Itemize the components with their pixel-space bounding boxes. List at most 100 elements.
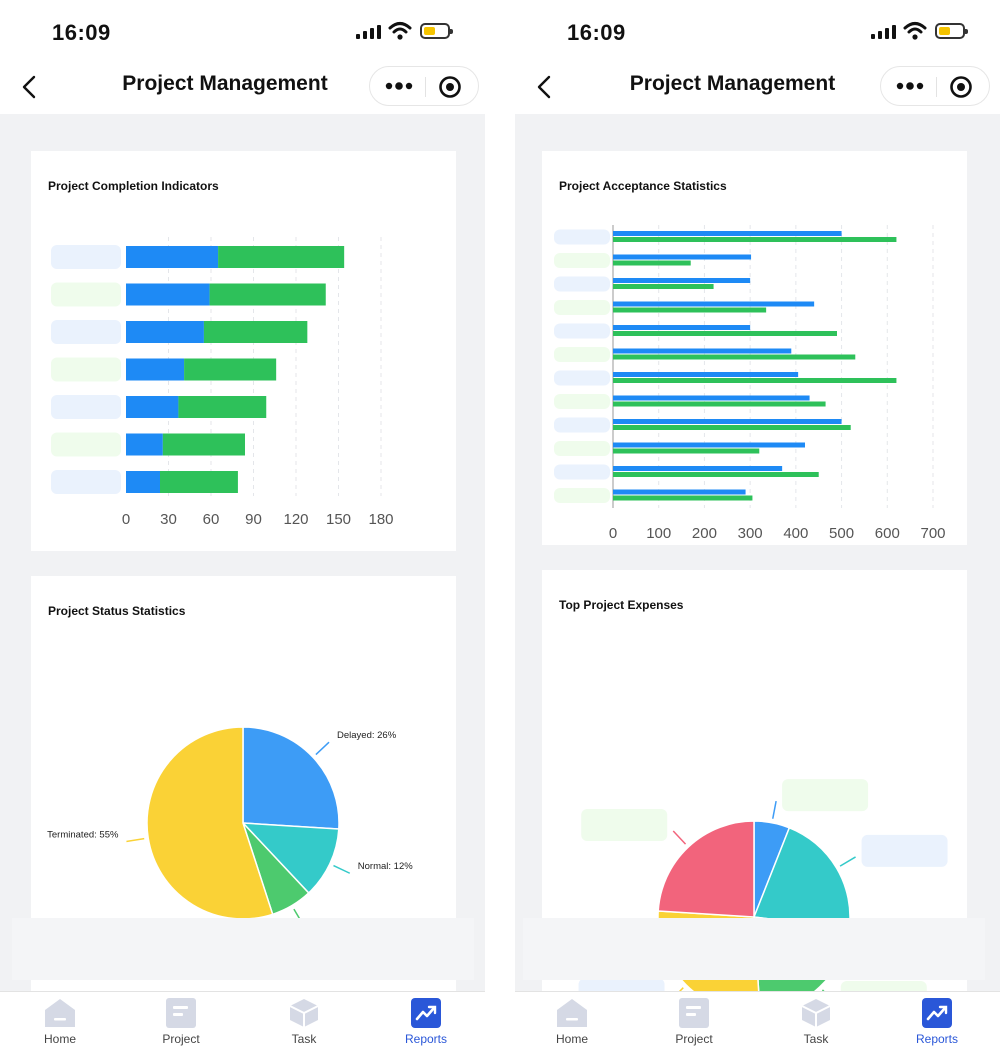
bar-segment [126, 471, 160, 493]
pie-label-placeholder [581, 808, 668, 841]
bar [613, 260, 691, 266]
back-icon[interactable] [533, 74, 557, 100]
completion-chart: 0 30 60 90 120 150 180 [51, 237, 394, 528]
completion-title: Project Completion Indicators [48, 179, 219, 193]
chart-trend-icon [922, 998, 952, 1028]
pie-leader-line [333, 864, 351, 874]
tab-project[interactable]: Project [141, 998, 221, 1050]
reports-content: Project Acceptance Statistics 0 100 200 300… [515, 114, 1000, 991]
bar-segment [209, 283, 326, 306]
pie-leader-line [315, 741, 330, 756]
tab-home[interactable]: Home [532, 998, 612, 1050]
reports-content: Project Completion Indicators 0 30 60 90 120… [0, 114, 485, 991]
x-tick-label: 100 [646, 525, 671, 542]
cube-icon [289, 999, 319, 1027]
pie-leader-line [672, 830, 687, 845]
bar [613, 372, 799, 377]
more-icon[interactable] [382, 73, 416, 99]
bar [613, 472, 819, 477]
x-tick-label: 0 [122, 511, 130, 528]
category-label-placeholder [51, 282, 121, 307]
bar-segment [203, 321, 308, 343]
category-label-placeholder [51, 432, 121, 457]
wifi-icon [903, 22, 927, 40]
acceptance-chart: 0 100 200 300 400 500 600 700 [554, 225, 946, 542]
close-target-icon[interactable] [438, 75, 462, 99]
status-time: 16:09 [52, 20, 111, 45]
close-target-icon[interactable] [949, 75, 973, 99]
nav-bar: Project Management [0, 62, 485, 112]
status-title: Project Status Statistics [48, 604, 186, 618]
completion-card: Project Completion Indicators 0 30 60 90 120… [31, 151, 456, 551]
x-tick-label: 180 [368, 511, 393, 528]
tab-task[interactable]: Task [264, 998, 344, 1050]
pie-slice-label: Delayed: 26% [337, 730, 397, 741]
tab-project[interactable]: Project [654, 998, 734, 1050]
category-label-placeholder [554, 441, 610, 456]
category-label-placeholder [554, 276, 610, 292]
more-icon[interactable] [893, 73, 927, 99]
capsule-divider [425, 77, 426, 97]
category-label-placeholder [554, 488, 610, 503]
pie-label-placeholder [782, 779, 869, 812]
bar-segment [160, 471, 238, 493]
pie-slice [657, 820, 755, 918]
x-tick-label: 500 [829, 525, 854, 542]
battery-icon [420, 23, 453, 39]
bar-segment [126, 358, 185, 381]
capsule-divider [936, 77, 937, 97]
bar [613, 231, 842, 236]
x-tick-label: 400 [783, 525, 808, 542]
pie-leader-line [772, 800, 777, 819]
x-tick-label: 700 [920, 525, 945, 542]
bar-segment [178, 396, 267, 418]
pie-slice [242, 726, 340, 830]
battery-icon [935, 23, 968, 39]
tab-reports[interactable]: Reports [897, 998, 977, 1050]
tab-reports[interactable]: Reports [386, 998, 466, 1050]
loading-placeholder [523, 918, 985, 980]
bar [613, 284, 714, 289]
category-label-placeholder [51, 470, 121, 494]
pie-slice [241, 822, 340, 895]
x-tick-label: 300 [738, 525, 763, 542]
page-title: Project Management [629, 72, 836, 95]
bar [613, 254, 752, 260]
x-tick-label: 60 [203, 511, 220, 528]
bar [613, 489, 746, 495]
x-tick-label: 200 [692, 525, 717, 542]
category-label-placeholder [51, 395, 121, 419]
bar [613, 442, 805, 448]
document-icon [166, 998, 196, 1028]
bar [613, 301, 815, 307]
tab-bar: Home Project Task Reports [515, 991, 1000, 1054]
category-label-placeholder [554, 300, 610, 315]
wifi-icon [388, 22, 412, 40]
bar [613, 378, 897, 383]
bar [613, 237, 897, 242]
bar-segment [126, 246, 219, 268]
pie-slice-label: Terminated: 55% [47, 829, 119, 840]
document-icon [679, 998, 709, 1028]
tab-task-label: Task [803, 1032, 829, 1046]
cube-icon [801, 999, 831, 1027]
bar [613, 348, 792, 354]
pie-leader-line [839, 856, 856, 867]
tab-task[interactable]: Task [776, 998, 856, 1050]
tab-home-label: Home [555, 1032, 588, 1046]
home-icon [45, 999, 75, 1027]
category-label-placeholder [554, 417, 610, 433]
loading-placeholder [12, 918, 474, 980]
tab-home-label: Home [43, 1032, 76, 1046]
back-icon[interactable] [18, 74, 42, 100]
x-tick-label: 90 [245, 511, 262, 528]
tab-bar: Home Project Task Reports [0, 991, 485, 1054]
bar-segment [126, 321, 204, 343]
tab-project-label: Project [675, 1032, 713, 1046]
category-label-placeholder [51, 320, 121, 344]
category-label-placeholder [554, 370, 610, 386]
tab-home[interactable]: Home [20, 998, 100, 1050]
pie-label-placeholder [840, 981, 927, 991]
page-title: Project Management [122, 72, 328, 95]
bar [613, 354, 856, 360]
